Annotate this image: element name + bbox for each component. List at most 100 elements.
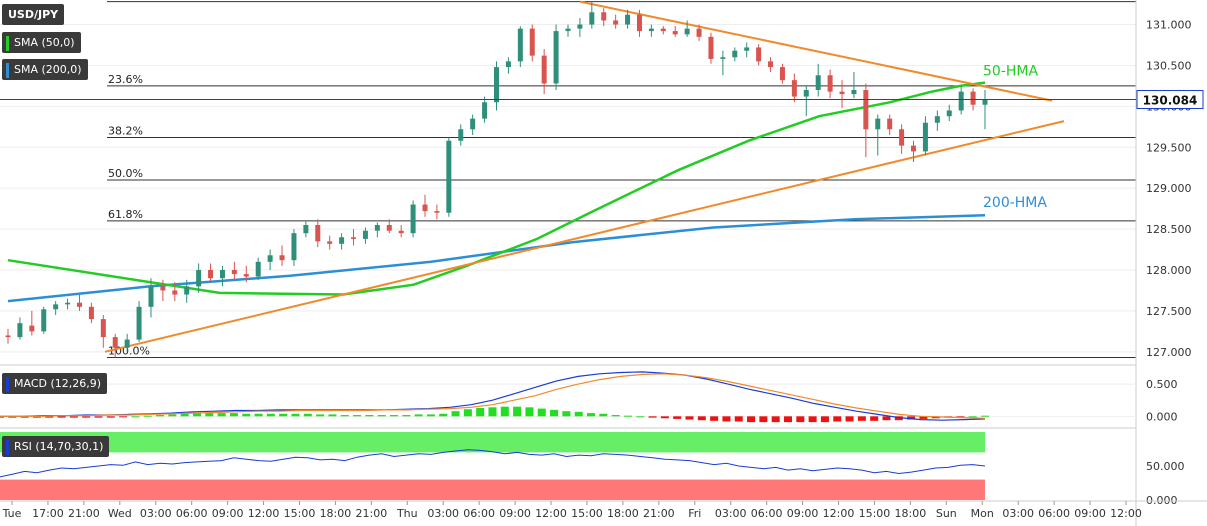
macd-tick-label: 0.000 xyxy=(1146,410,1178,423)
macd-histogram-bar xyxy=(193,413,201,417)
candle-body xyxy=(124,339,130,348)
macd-histogram-bar xyxy=(476,407,485,417)
macd-histogram-bar xyxy=(106,416,115,418)
candle-body xyxy=(53,304,59,310)
fib-level-label: 0.0% xyxy=(108,0,136,2)
macd-histogram-bar xyxy=(574,411,583,417)
candle-body xyxy=(565,28,571,32)
candle-body xyxy=(5,335,11,338)
price-tick-label: 130.500 xyxy=(1146,59,1192,72)
moving-averages: 50-HMA 200-HMA xyxy=(7,63,1047,303)
candle-body xyxy=(613,20,619,25)
candle-body xyxy=(422,204,428,212)
macd-histogram-bar xyxy=(685,416,694,420)
candle-body xyxy=(553,31,559,84)
candle-body xyxy=(529,28,535,56)
time-tick-label: 15:00 xyxy=(284,507,316,520)
candle-body xyxy=(398,230,404,234)
macd-histogram-bar xyxy=(907,416,916,420)
macd-histogram-bar xyxy=(82,416,91,418)
macd-legend-label: MACD (12,26,9) xyxy=(14,377,102,390)
sma200-legend[interactable]: SMA (200,0) xyxy=(2,59,88,80)
sma200-legend-label: SMA (200,0) xyxy=(14,63,82,76)
macd-histogram-bar xyxy=(833,416,842,422)
fibonacci-levels: 0.0%23.6%38.2%50.0%61.8%100.0% xyxy=(107,0,1136,359)
candle-body xyxy=(172,290,178,295)
macd-line xyxy=(0,371,986,421)
candle-body xyxy=(255,261,261,277)
macd-histogram-bar xyxy=(956,416,965,418)
macd-histogram-bar xyxy=(857,416,866,421)
macd-histogram-bar xyxy=(488,407,497,417)
macd-histogram-bar xyxy=(845,416,854,422)
macd-histogram-bar xyxy=(611,415,620,417)
macd-histogram-bar xyxy=(550,409,559,417)
candle-body xyxy=(982,99,988,105)
macd-histogram-bar xyxy=(808,416,817,423)
macd-legend[interactable]: MACD (12,26,9) xyxy=(2,373,108,394)
rsi-swatch xyxy=(6,439,9,455)
time-tick-label: Tue xyxy=(2,507,22,520)
current-price-value: 130.084 xyxy=(1143,93,1198,107)
time-tick-label: Sun xyxy=(936,507,957,520)
macd-histogram-bar xyxy=(525,407,534,417)
time-tick-label: 12:00 xyxy=(535,507,567,520)
macd-histogram-bar xyxy=(599,413,608,417)
macd-histogram-bar xyxy=(759,416,768,423)
candle-body xyxy=(708,36,714,59)
candle-body xyxy=(815,75,821,90)
candle-body xyxy=(827,75,833,92)
time-tick-label: 03:00 xyxy=(1002,507,1034,520)
time-tick-label: 12:00 xyxy=(1110,507,1142,520)
hma200-label: 200-HMA xyxy=(983,195,1047,211)
candle-body xyxy=(791,80,797,97)
sma50-legend[interactable]: SMA (50,0) xyxy=(2,32,81,53)
macd-histogram-bar xyxy=(32,416,41,418)
macd-histogram-bar xyxy=(796,416,805,423)
candle-body xyxy=(589,12,595,25)
macd-histogram-bar xyxy=(734,416,743,422)
candle-body xyxy=(362,230,368,239)
candle-body xyxy=(76,302,82,307)
macd-histogram-bar xyxy=(820,416,829,423)
candle-body xyxy=(696,28,702,37)
support-trendline xyxy=(104,120,1065,353)
rsi-legend[interactable]: RSI (14,70,30,1) xyxy=(2,436,110,457)
macd-histogram-bar xyxy=(784,416,792,423)
candle-body xyxy=(100,319,106,338)
candle-body xyxy=(410,204,416,234)
candle-body xyxy=(899,129,905,146)
candle-body xyxy=(803,90,809,97)
candle-body xyxy=(148,286,154,307)
macd-histogram-bar xyxy=(69,416,78,418)
candle-body xyxy=(922,122,928,152)
candle-body xyxy=(184,286,190,295)
candle-body xyxy=(339,237,345,244)
macd-histogram-bar xyxy=(710,416,719,421)
symbol-label[interactable]: USD/JPY xyxy=(2,4,65,25)
sma50-swatch xyxy=(6,35,9,51)
macd-histogram-bar xyxy=(500,406,509,417)
price-tick-label: 127.000 xyxy=(1146,346,1192,359)
macd-histogram-bar xyxy=(254,413,263,417)
macd-histogram-bar xyxy=(57,416,66,418)
price-tick-label: 127.500 xyxy=(1146,305,1192,318)
macd-histogram-bar xyxy=(0,416,4,418)
candle-body xyxy=(470,118,476,130)
macd-histogram-bar xyxy=(451,411,460,417)
candle-body xyxy=(756,47,762,62)
candle-body xyxy=(136,306,142,340)
macd-histogram-bar xyxy=(414,414,423,417)
candle-body xyxy=(946,110,952,117)
time-tick-label: Fri xyxy=(688,507,701,520)
candle-body xyxy=(434,211,440,213)
time-tick-label: 21:00 xyxy=(356,507,388,520)
macd-histogram-bar xyxy=(587,413,595,417)
candle-body xyxy=(541,55,547,84)
macd-signal-line xyxy=(0,373,986,419)
sma50-legend-label: SMA (50,0) xyxy=(14,36,75,49)
price-tick-label: 129.000 xyxy=(1146,182,1192,195)
time-tick-label: 03:00 xyxy=(715,507,747,520)
